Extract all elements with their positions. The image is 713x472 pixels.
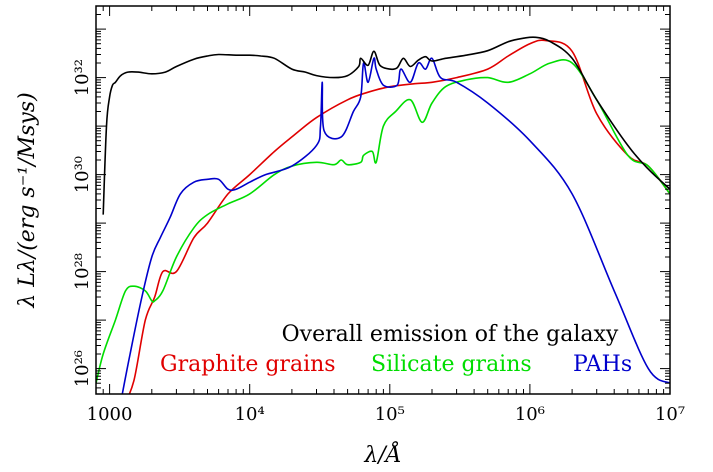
y-axis-title: λ Lλ/(erg s⁻¹/Msys)	[15, 92, 40, 308]
series-line-silicate-grains	[96, 59, 670, 384]
y-tick-label: 10²⁸	[72, 253, 93, 290]
legend-entry-graphite: Graphite grains	[160, 352, 336, 377]
tick-layer: 1000 10⁴ 10⁵ 10⁶ 10⁷ 10²⁶ 10²⁸ 10³⁰ 10³²	[72, 5, 685, 425]
series-line-pahs	[121, 57, 670, 394]
x-tick-label: 10⁴	[235, 404, 265, 425]
y-tick-label: 10²⁶	[72, 350, 93, 387]
series-line-graphite-grains	[128, 39, 670, 394]
y-tick-label: 10³⁰	[72, 156, 93, 193]
x-tick-label: 1000	[87, 404, 133, 425]
x-tick-label: 10⁶	[515, 404, 545, 425]
x-axis-title: λ/Å	[363, 440, 401, 468]
legend-header: Overall emission of the galaxy	[282, 322, 619, 347]
x-tick-label: 10⁵	[375, 404, 405, 425]
series-line-overall-emission-of-the-galaxy	[102, 36, 670, 215]
series-layer	[96, 36, 670, 394]
legend: Overall emission of the galaxy Graphite …	[160, 322, 632, 377]
y-tick-label: 10³²	[72, 59, 93, 96]
x-tick-label: 10⁷	[655, 404, 685, 425]
legend-entry-pahs: PAHs	[573, 352, 632, 377]
legend-entry-silicate: Silicate grains	[371, 352, 532, 377]
